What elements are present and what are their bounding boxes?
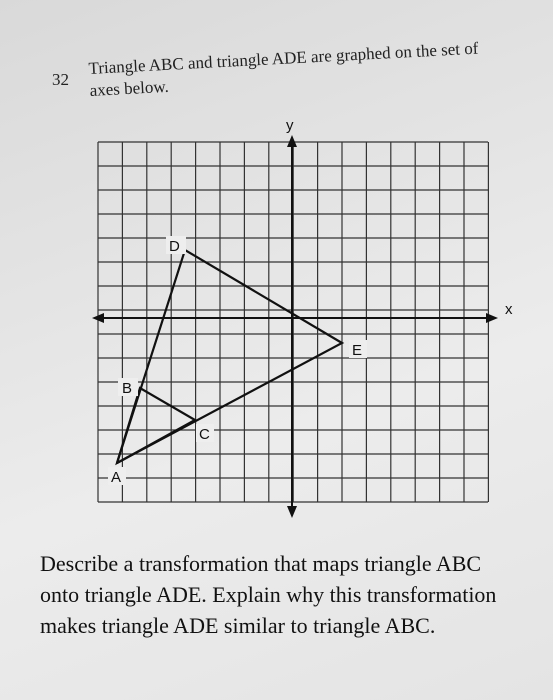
point-label: B	[122, 380, 132, 397]
x-axis-label: x	[505, 301, 513, 318]
label-bg	[108, 467, 126, 485]
label-bg	[196, 424, 214, 442]
grid	[97, 141, 489, 503]
label-bg	[166, 236, 186, 254]
arrow	[486, 313, 498, 323]
arrow	[92, 313, 104, 323]
triangle-abc	[115, 386, 198, 464]
point-label: C	[199, 426, 210, 443]
y-axis-label: y	[286, 117, 294, 134]
arrow	[287, 135, 297, 147]
triangle-ade	[115, 248, 345, 466]
arrow	[287, 506, 297, 518]
label-bg	[349, 340, 367, 358]
coordinate-graph: x y A B C D E	[92, 117, 513, 518]
question-prompt: Describe a transformation that maps tria…	[40, 551, 497, 638]
label-bg	[118, 378, 138, 396]
point-label: E	[352, 342, 362, 359]
point-label: A	[111, 469, 121, 486]
question-number: 32	[52, 70, 69, 89]
point-label: D	[169, 238, 180, 255]
